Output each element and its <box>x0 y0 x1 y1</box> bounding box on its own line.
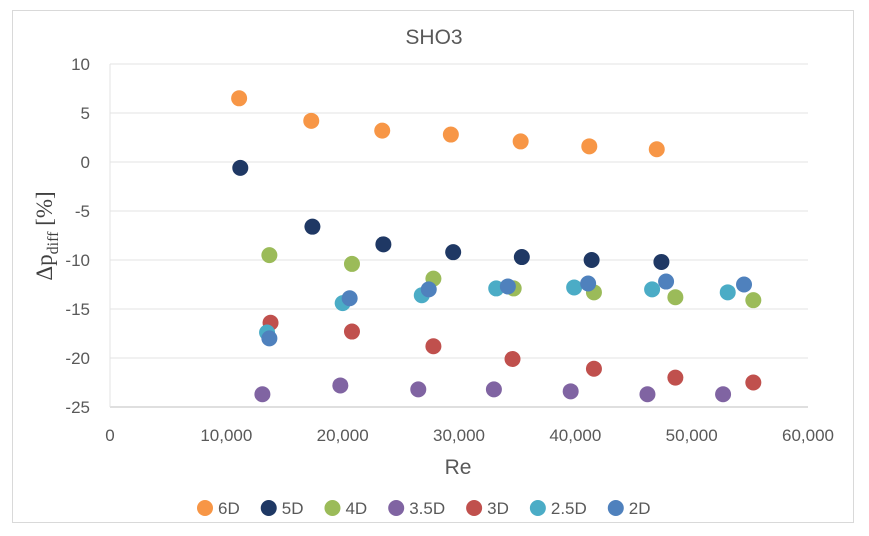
y-tick-label: 10 <box>71 55 90 74</box>
legend-label: 3.5D <box>409 499 445 518</box>
data-points <box>231 90 762 403</box>
data-point <box>254 386 271 403</box>
data-point <box>639 386 656 403</box>
data-point <box>410 381 427 398</box>
data-point <box>648 141 665 158</box>
legend-marker <box>466 500 483 516</box>
x-tick-label: 0 <box>105 426 114 445</box>
x-tick-label: 30,000 <box>433 426 485 445</box>
series-6D <box>231 90 665 158</box>
grid-lines <box>109 63 808 408</box>
data-point <box>581 138 598 155</box>
y-axis-title-main: Δp <box>32 254 57 280</box>
legend-item: 4D <box>324 499 367 518</box>
series-3_5D <box>254 377 732 403</box>
y-tick-label: 0 <box>81 153 90 172</box>
data-point <box>583 252 600 268</box>
y-axis-title: Δpdiff [%] <box>32 191 62 280</box>
data-point <box>745 374 762 391</box>
y-tick-label: -5 <box>75 202 90 221</box>
data-point <box>513 249 530 266</box>
legend-item: 5D <box>260 499 304 518</box>
legend-marker <box>607 500 624 516</box>
series-4D <box>261 247 762 309</box>
legend-label: 3D <box>487 499 509 518</box>
data-point <box>512 133 529 150</box>
data-point <box>485 381 502 398</box>
data-point <box>585 360 602 377</box>
legend-label: 2D <box>629 499 651 518</box>
legend-marker <box>260 500 277 516</box>
y-tick-label: -20 <box>65 349 90 368</box>
y-axis-title-subscript: diff <box>45 231 62 254</box>
legend-label: 5D <box>282 499 304 518</box>
x-tick-label: 60,000 <box>782 426 834 445</box>
data-point <box>261 330 278 347</box>
x-tick-label: 10,000 <box>200 426 252 445</box>
data-point <box>303 112 320 129</box>
data-point <box>231 90 248 107</box>
data-point <box>644 281 661 298</box>
x-tick-label: 40,000 <box>549 426 601 445</box>
data-point <box>304 218 321 235</box>
data-point <box>261 247 278 264</box>
y-axis-title-suffix: [%] <box>32 191 57 231</box>
legend-item: 2D <box>607 499 651 518</box>
data-point <box>667 369 684 386</box>
y-tick-label: -25 <box>65 398 90 417</box>
legend-label: 4D <box>345 499 367 518</box>
series-2D <box>261 273 753 347</box>
data-point <box>566 279 583 296</box>
data-point <box>445 244 462 261</box>
legend: 6D 5D 4D 3.5D 3D 2.5D 2D <box>197 499 651 518</box>
x-axis-ticks: 0 10,000 20,000 30,000 40,000 50,000 60,000 <box>105 426 834 445</box>
legend-marker <box>529 500 546 516</box>
data-point <box>425 338 442 355</box>
y-axis-ticks: 10 5 0 -5 -10 -15 -20 -25 <box>65 55 90 417</box>
legend-item: 6D <box>197 499 240 518</box>
chart-title: SHO3 <box>405 26 462 49</box>
data-point <box>745 292 762 309</box>
x-tick-label: 50,000 <box>666 426 718 445</box>
data-point <box>499 278 516 295</box>
x-axis-title: Re <box>445 456 472 479</box>
data-point <box>658 273 675 290</box>
legend-marker <box>197 500 213 516</box>
data-point <box>341 290 358 307</box>
legend-marker <box>324 500 341 516</box>
data-point <box>504 350 521 367</box>
data-point <box>653 253 670 270</box>
data-point <box>343 255 360 272</box>
data-point <box>420 281 437 298</box>
legend-marker <box>388 500 405 516</box>
data-point <box>232 159 249 176</box>
chart-area <box>12 10 854 523</box>
legend-label: 6D <box>218 499 240 518</box>
data-point <box>715 386 732 403</box>
legend-label: 2.5D <box>551 499 587 518</box>
y-tick-label: -10 <box>65 251 90 270</box>
data-point <box>719 284 736 301</box>
data-point <box>332 377 349 394</box>
data-point <box>343 323 360 340</box>
data-point <box>580 275 597 292</box>
data-point <box>736 276 753 293</box>
legend-item: 3.5D <box>388 499 445 518</box>
data-point <box>442 126 459 143</box>
y-tick-label: 5 <box>81 104 90 123</box>
series-5D <box>232 159 670 270</box>
data-point <box>374 122 391 139</box>
y-tick-label: -15 <box>65 300 90 319</box>
data-point <box>375 236 392 253</box>
data-point <box>667 289 684 306</box>
data-point <box>562 383 579 400</box>
legend-item: 3D <box>466 499 509 518</box>
x-tick-label: 20,000 <box>317 426 369 445</box>
legend-item: 2.5D <box>529 499 587 518</box>
